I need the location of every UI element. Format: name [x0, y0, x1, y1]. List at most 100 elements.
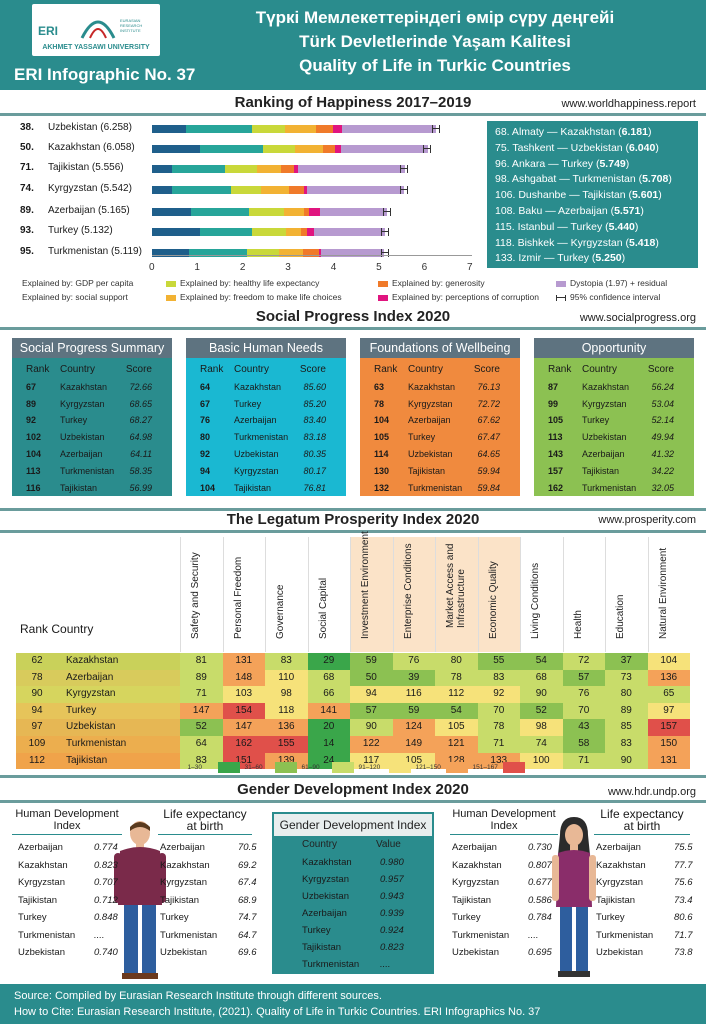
legatum-cell: 83	[605, 736, 648, 753]
spi-row: 78 Kyrgyzstan 72.72	[368, 396, 512, 413]
confidence-interval	[381, 228, 390, 236]
spi-row: 162 Turkmenistan 32.05	[542, 480, 686, 497]
bar-segment	[293, 165, 299, 173]
happiness-row: 89. Azerbaijan (5.165)	[20, 205, 480, 219]
gdi-box: Gender Development Index Country Value K…	[272, 812, 434, 974]
bar-segment	[251, 125, 285, 133]
legatum-rank: 97	[16, 719, 58, 736]
gender-value: 0.586	[528, 894, 552, 906]
gdi-country: Turkey	[302, 925, 331, 936]
gender-value: 0.695	[528, 947, 552, 958]
gender-country: Turkmenistan	[18, 929, 76, 941]
section-divider	[0, 775, 706, 778]
gender-value: 68.9	[238, 894, 257, 906]
gender-country: Turkey	[452, 912, 481, 923]
legatum-cell: 162	[222, 736, 265, 753]
footer: Source: Compiled by Eurasian Research In…	[0, 984, 706, 1024]
legatum-cell: 52	[520, 702, 563, 720]
spi-panel-title: Basic Human Needs	[186, 338, 346, 358]
legatum-row: 94 Turkey 147 154 118 141 57 59 54 70 52 70 89 97	[16, 702, 690, 720]
legatum-country: Turkmenistan	[58, 736, 180, 753]
spi-panel-body: Rank Country Score 87 Kazakhstan 56.24 99 Kyrgy…	[534, 358, 694, 496]
spi-country: Uzbekistan	[408, 448, 453, 459]
infographic-number: ERI Infographic No. 37	[14, 65, 196, 84]
legatum-column-label: Investment Environment	[360, 531, 372, 639]
spi-rank: 105	[374, 432, 390, 443]
spi-score: 64.98	[129, 432, 152, 443]
legatum-column-label: Health	[572, 610, 584, 639]
gender-country: Uzbekistan	[18, 947, 65, 958]
legatum-cell: 90	[350, 719, 393, 736]
city-item: 133. Izmir — Turkey (5.250)	[495, 251, 690, 267]
happiness-title: Ranking of Happiness 2017–2019	[234, 94, 472, 111]
legatum-title: The Legatum Prosperity Index 2020	[226, 511, 480, 528]
gdi-col-country: Country	[302, 839, 338, 850]
spi-col-country: Country	[234, 364, 270, 375]
female-hdi-title: Human Development Index	[450, 808, 558, 835]
spi-panel: Basic Human Needs Rank Country Score 64 Kazak…	[186, 338, 346, 498]
legatum-country: Azerbaijan	[58, 669, 180, 687]
spi-rank: 105	[548, 415, 564, 426]
legatum-cell: 131	[222, 653, 265, 670]
legatum-column-header: Living Conditions	[520, 537, 563, 652]
bar-segment	[284, 125, 317, 133]
legatum-cell: 68	[307, 669, 350, 687]
happiness-country: Turkey (5.132)	[48, 225, 113, 236]
legatum-cell: 71	[562, 752, 605, 770]
bar-segment	[284, 208, 304, 216]
gdi-country: Tajikistan	[302, 942, 342, 953]
city-text: 68. Almaty — Kazakhstan (	[495, 126, 622, 138]
legatum-cell: 81	[180, 653, 223, 670]
city-text: 98. Ashgabat — Turkmenistan (	[495, 173, 643, 186]
bar-segment	[341, 145, 428, 153]
legatum-column-header: Safety and Security	[180, 537, 223, 652]
male-hdi-title: Human Development Index	[12, 808, 122, 835]
spi-rank: 94	[200, 465, 211, 476]
legatum-cell: 55	[477, 653, 520, 670]
spi-country: Tajikistan	[234, 482, 272, 493]
gender-country: Tajikistan	[18, 894, 58, 906]
confidence-line	[399, 189, 408, 190]
legatum-country: Tajikistan	[58, 752, 180, 770]
gender-country: Kazakhstan	[18, 859, 68, 871]
happiness-country: Uzbekistan (6.258)	[48, 122, 132, 133]
city-end: )	[668, 173, 672, 186]
legatum-column-header: Governance	[265, 537, 308, 652]
confidence-interval	[423, 145, 432, 153]
city-end: )	[655, 141, 659, 154]
bar-segment	[341, 125, 437, 133]
legatum-cell: 147	[222, 719, 265, 736]
spi-rank: 87	[548, 381, 559, 392]
spi-country: Kazakhstan	[582, 381, 630, 392]
bar-segment	[261, 186, 289, 194]
legatum-cell: 90	[520, 686, 563, 703]
legatum-cell: 14	[307, 736, 350, 753]
legatum-row: 62 Kazakhstan 81 131 83 29 59 76 80 55 54 72 37 104	[16, 653, 690, 670]
gdi-value: 0.943	[380, 891, 404, 902]
bar-segment	[152, 145, 200, 153]
spi-rank: 89	[26, 398, 37, 409]
legatum-cell: 20	[307, 719, 350, 736]
gender-value: 80.6	[674, 912, 693, 923]
gender-country: Uzbekistan	[160, 947, 207, 958]
spi-panel-body: Rank Country Score 63 Kazakhstan 76.13 78 Kyrgy…	[360, 358, 520, 496]
legend-corruption: Explained by: perceptions of corruption	[378, 292, 539, 302]
spi-score: 85.60	[303, 381, 326, 392]
bar-segment	[295, 145, 324, 153]
scale-label: 61–90	[301, 764, 320, 771]
confidence-line	[400, 168, 409, 169]
spi-country: Kazakhstan	[234, 381, 282, 392]
spi-panel: Opportunity Rank Country Score 87 Kazakhstan 5…	[534, 338, 694, 498]
gender-country: Kyrgyzstan	[160, 877, 207, 888]
spi-row: 105 Turkey 52.14	[542, 412, 686, 429]
legatum-column-label: Personal Freedom	[232, 556, 244, 639]
legatum-column-label: Market Access and Infrastructure	[445, 543, 468, 628]
legatum-cell: 83	[265, 653, 308, 670]
spi-score: 76.13	[477, 381, 500, 392]
spi-country: Kazakhstan	[60, 381, 108, 392]
bar-segment	[152, 186, 173, 194]
bar-segment	[332, 125, 342, 133]
spi-score: 41.32	[651, 448, 674, 459]
bar-segment	[309, 208, 321, 216]
spi-row: 157 Tajikistan 34.22	[542, 463, 686, 480]
